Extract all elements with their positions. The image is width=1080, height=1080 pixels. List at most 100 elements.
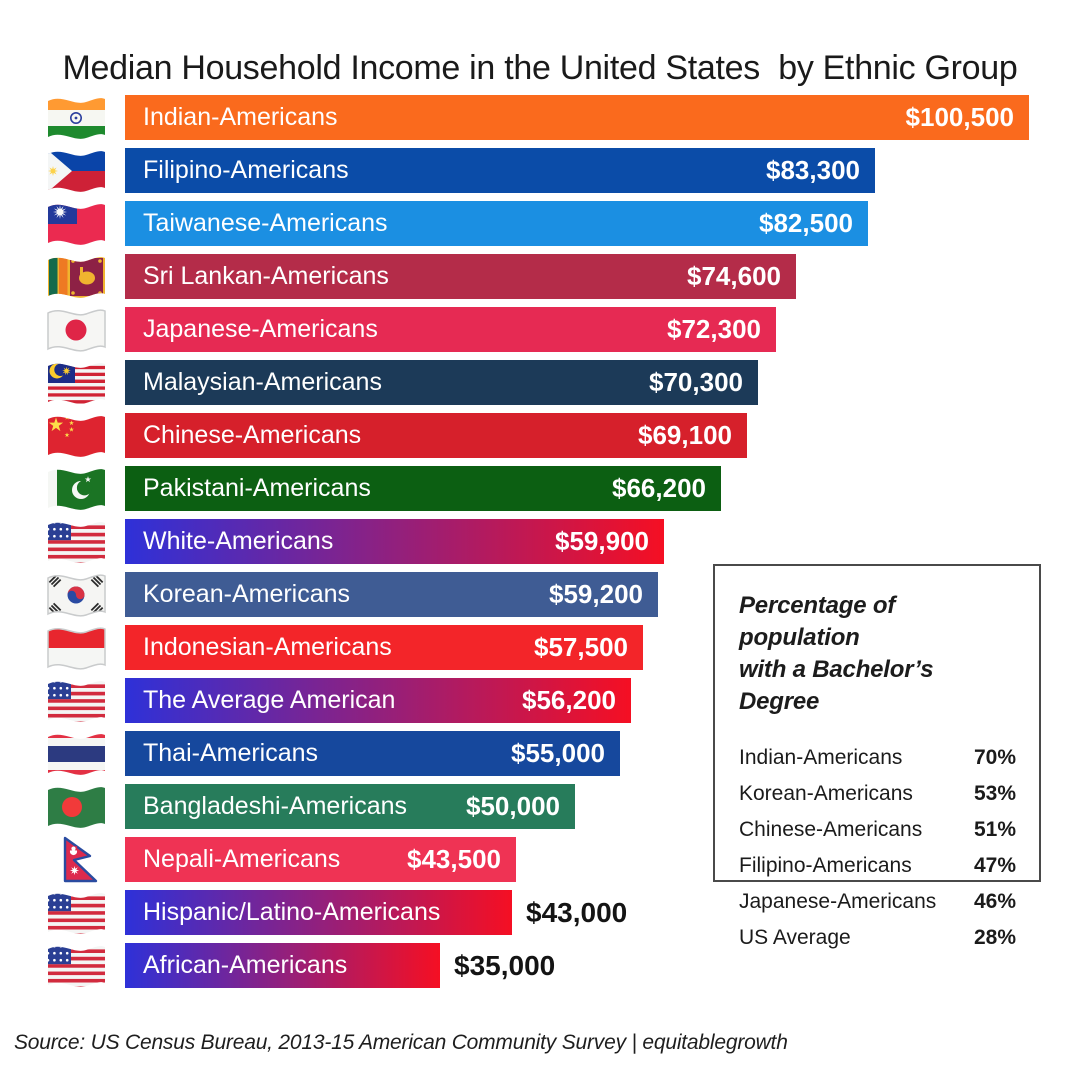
bar-value: $66,200	[612, 473, 706, 503]
income-bar: Korean-Americans $59,200	[125, 572, 658, 617]
bar-row: The Average American $56,200	[40, 678, 1029, 723]
panel-rows: Indian-Americans 70% Korean-Americans 53% Ch…	[739, 746, 1016, 950]
bar-value: $50,000	[466, 791, 560, 821]
philippines-flag-icon	[40, 147, 112, 195]
income-bar: Filipino-Americans $83,300	[125, 148, 875, 193]
usa-flag-icon	[40, 518, 112, 566]
bar-row: Bangladeshi-Americans $50,000	[40, 784, 1029, 829]
panel-row-label: Chinese-Americans	[739, 817, 923, 841]
bar-row: Taiwanese-Americans $82,500	[40, 201, 1029, 246]
panel-row-label: Indian-Americans	[739, 745, 903, 769]
bar-label: Indian-Americans	[143, 103, 338, 131]
income-bar: Hispanic/Latino-Americans	[125, 890, 512, 935]
bar-row: Pakistani-Americans $66,200	[40, 466, 1029, 511]
bar-value: $56,200	[522, 685, 616, 715]
nepal-flag-icon	[40, 836, 112, 884]
panel-row: Filipino-Americans 47%	[739, 854, 1016, 878]
bar-value: $70,300	[649, 367, 743, 397]
bar-value: $55,000	[511, 738, 605, 768]
japan-flag-icon	[40, 306, 112, 354]
usa-flag-icon	[40, 677, 112, 725]
income-bar: White-Americans $59,900	[125, 519, 664, 564]
panel-row-percent: 28%	[973, 925, 1016, 949]
panel-row-percent: 51%	[973, 817, 1016, 841]
income-bar: Malaysian-Americans $70,300	[125, 360, 758, 405]
income-bar: Thai-Americans $55,000	[125, 731, 620, 776]
income-bar: African-Americans	[125, 943, 440, 988]
income-bar: Indian-Americans $100,500	[125, 95, 1029, 140]
usa-flag-icon	[40, 942, 112, 990]
bar-row: Sri Lankan-Americans $74,600	[40, 254, 1029, 299]
bar-value: $69,100	[638, 420, 732, 450]
bar-label: Malaysian-Americans	[143, 368, 382, 396]
bar-row: Thai-Americans $55,000	[40, 731, 1029, 776]
income-bar: Taiwanese-Americans $82,500	[125, 201, 868, 246]
bar-label: Taiwanese-Americans	[143, 209, 388, 237]
income-bar: Chinese-Americans $69,100	[125, 413, 747, 458]
bar-row: African-Americans $35,000	[40, 943, 1029, 988]
panel-title: Percentage of population with a Bachelor…	[739, 592, 934, 716]
bar-value: $83,300	[766, 155, 860, 185]
bar-value: $57,500	[534, 632, 628, 662]
panel-row-label: Filipino-Americans	[739, 853, 912, 877]
panel-row: Indian-Americans 70%	[739, 746, 1016, 770]
panel-row-percent: 47%	[973, 853, 1016, 877]
bar-value: $59,900	[555, 526, 649, 556]
panel-row: Japanese-Americans 46%	[739, 890, 1016, 914]
panel-row: Korean-Americans 53%	[739, 782, 1016, 806]
bar-label: Hispanic/Latino-Americans	[143, 898, 441, 926]
bar-row: Korean-Americans $59,200	[40, 572, 1029, 617]
thailand-flag-icon	[40, 730, 112, 778]
income-bar: Pakistani-Americans $66,200	[125, 466, 721, 511]
bar-value: $43,000	[526, 896, 628, 928]
bar-value: $100,500	[905, 102, 1014, 132]
bar-row: Nepali-Americans $43,500	[40, 836, 1029, 884]
chart-title: Median Household Income in the United St…	[62, 48, 1018, 87]
bar-label: Korean-Americans	[143, 580, 351, 608]
bar-label: African-Americans	[143, 951, 348, 979]
bar-label: Chinese-Americans	[143, 421, 362, 449]
panel-row-percent: 70%	[973, 745, 1016, 769]
panel-row: Chinese-Americans 51%	[739, 818, 1016, 842]
source-note: Source: US Census Bureau, 2013-15 Americ…	[14, 1031, 788, 1054]
panel-row-percent: 53%	[973, 781, 1016, 805]
income-bar: Nepali-Americans $43,500	[125, 837, 516, 882]
bar-row: Chinese-Americans $69,100	[40, 413, 1029, 458]
bar-row: Malaysian-Americans $70,300	[40, 360, 1029, 405]
bangladesh-flag-icon	[40, 783, 112, 831]
bar-label: Sri Lankan-Americans	[143, 262, 389, 290]
bar-value: $72,300	[667, 314, 761, 344]
china-flag-icon	[40, 412, 112, 460]
sri-lanka-flag-icon	[40, 253, 112, 301]
income-bar: Indonesian-Americans $57,500	[125, 625, 643, 670]
bar-label: The Average American	[143, 686, 396, 714]
bar-row: Indonesian-Americans $57,500	[40, 625, 1029, 670]
pakistan-flag-icon	[40, 465, 112, 513]
bar-value: $59,200	[549, 579, 643, 609]
bar-label: Bangladeshi-Americans	[143, 792, 408, 820]
bar-row: Japanese-Americans $72,300	[40, 307, 1029, 352]
income-bar: The Average American $56,200	[125, 678, 631, 723]
bar-value: $35,000	[454, 949, 556, 981]
panel-row-percent: 46%	[973, 889, 1016, 913]
south-korea-flag-icon	[40, 571, 112, 619]
bar-value: $74,600	[687, 261, 781, 291]
bar-label: Filipino-Americans	[143, 156, 349, 184]
bar-label: Thai-Americans	[143, 739, 319, 767]
bar-value: $82,500	[759, 208, 853, 238]
panel-row-label: US Average	[739, 925, 851, 949]
bar-row: White-Americans $59,900	[40, 519, 1029, 564]
income-bar: Sri Lankan-Americans $74,600	[125, 254, 796, 299]
income-bar: Japanese-Americans $72,300	[125, 307, 776, 352]
income-bar: Bangladeshi-Americans $50,000	[125, 784, 575, 829]
bar-chart: Indian-Americans $100,500 Filipino-America…	[40, 95, 1029, 996]
taiwan-flag-icon	[40, 200, 112, 248]
usa-flag-icon	[40, 889, 112, 937]
panel-row-label: Korean-Americans	[739, 781, 913, 805]
bar-label: White-Americans	[143, 527, 334, 555]
panel-row: US Average 28%	[739, 926, 1016, 950]
bar-row: Filipino-Americans $83,300	[40, 148, 1029, 193]
bar-value: $43,500	[407, 844, 501, 874]
india-flag-icon	[40, 94, 112, 142]
bachelors-degree-panel: Percentage of population with a Bachelor…	[713, 564, 1041, 949]
